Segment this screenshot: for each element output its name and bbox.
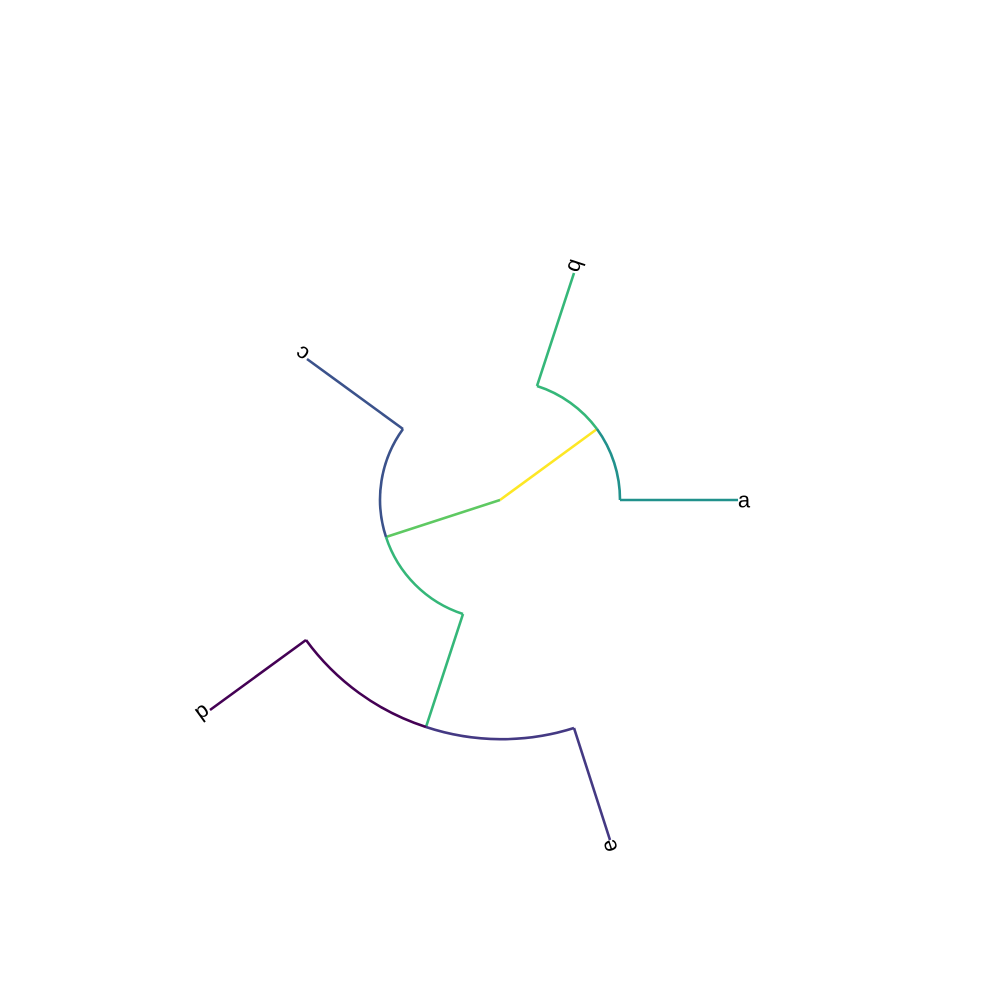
tip-label-a: a	[738, 488, 751, 513]
arc-de-to-d	[304, 639, 427, 729]
branch-tip-b	[535, 272, 576, 387]
branch-cde-to-de	[424, 613, 465, 728]
branch-tip-d	[209, 638, 307, 712]
branch-tip-e	[572, 727, 612, 841]
branch-root-to-cde	[385, 498, 501, 539]
arc-cde-to-c	[378, 428, 405, 538]
branch-root-to-ab	[499, 427, 598, 502]
arc-ab-to-a	[595, 428, 622, 501]
tip-label-c: c	[290, 341, 314, 368]
tip-label-d: d	[191, 699, 216, 726]
branch-tip-c	[306, 357, 404, 431]
arc-cde-to-de	[384, 536, 464, 616]
tip-label-b: b	[562, 256, 590, 275]
arc-ab-to-b	[536, 384, 599, 430]
arc-de-to-e	[425, 725, 575, 741]
